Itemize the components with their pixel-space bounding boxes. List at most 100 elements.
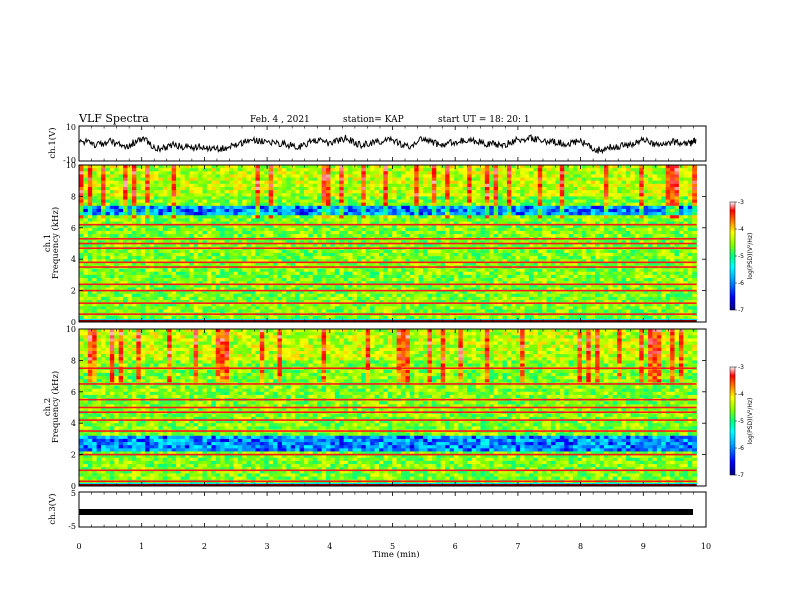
spectrogram-cell (484, 300, 490, 304)
spectrogram-cell (211, 193, 217, 197)
spectrogram-cell (206, 240, 212, 244)
spectrogram-cell (431, 177, 437, 182)
spectrogram-cell (387, 193, 393, 197)
spectrogram-cell (140, 230, 146, 235)
spectrogram-cell (423, 315, 428, 320)
spectrogram-cell (506, 309, 512, 313)
spectrogram-cell (489, 202, 495, 207)
spectrogram-cell (330, 240, 336, 244)
spectrogram-cell (255, 249, 261, 254)
spectrogram-cell (281, 215, 287, 219)
spectrogram-cell (453, 259, 459, 263)
spectrogram-cell (339, 300, 345, 304)
spectrogram-cell (259, 186, 265, 191)
spectrogram-cell (326, 249, 331, 254)
spectrogram-cell (502, 243, 508, 248)
spectrogram-cell (101, 262, 106, 266)
spectrogram-cell (489, 205, 495, 210)
spectrogram-cell (431, 165, 437, 169)
spectrogram-cell (493, 274, 499, 279)
spectrogram-cell (312, 271, 318, 276)
spectrogram-cell (321, 218, 327, 222)
spectrogram-cell (242, 212, 248, 216)
spectrogram-cell (131, 300, 137, 304)
spectrogram-cell (511, 284, 517, 288)
spectrogram-cell (506, 252, 512, 257)
spectrogram-cell (378, 212, 384, 216)
spectrogram-cell (401, 202, 406, 207)
spectrogram-cell (365, 262, 371, 266)
spectrogram-cell (467, 212, 473, 216)
spectrogram-cell (180, 199, 186, 204)
spectrogram-cell (348, 309, 353, 313)
spectrogram-cell (264, 215, 270, 219)
spectrogram-cell (105, 177, 111, 182)
spectrogram-cell (405, 193, 411, 197)
spectrogram-cell (123, 165, 128, 169)
spectrogram-cell (259, 208, 265, 213)
spectrogram-cell (286, 177, 292, 182)
spectrogram-cell (189, 262, 195, 266)
spectrogram-cell (109, 215, 115, 219)
spectrogram-cell (484, 262, 490, 266)
spectrogram-cell (489, 208, 495, 213)
spectrogram-cell (140, 190, 146, 194)
spectrogram-cell (167, 218, 173, 222)
spectrogram-cell (259, 205, 265, 210)
spectrogram-cell (467, 262, 473, 266)
spectrogram-cell (264, 165, 270, 169)
spectrogram-cell (352, 315, 358, 320)
spectrogram-cell (286, 183, 292, 188)
spectrogram-cell (493, 218, 499, 222)
spectrogram-cell (401, 271, 406, 276)
spectrogram-cell (273, 208, 278, 213)
spectrogram-cell (414, 234, 420, 238)
spectrogram-cell (401, 262, 406, 266)
spectrogram-cell (114, 212, 120, 216)
spectrogram-cell (193, 174, 199, 178)
spectrogram-cell (506, 243, 512, 248)
spectrogram-cell (365, 171, 371, 175)
spectrogram-cell (436, 215, 442, 219)
spectrogram-cell (295, 259, 300, 263)
spectrogram-cell (321, 180, 327, 185)
spectrogram-cell (228, 262, 234, 266)
spectrogram-cell (268, 174, 274, 178)
spectrogram-cell (264, 183, 270, 188)
spectrogram-cell (440, 212, 446, 216)
spectrogram-cell (387, 306, 393, 310)
spectrogram-cell (101, 224, 106, 229)
spectrogram-cell (484, 190, 490, 194)
spectrogram-cell (308, 300, 314, 304)
spectrogram-cell (105, 278, 111, 282)
spectrogram-cell (79, 281, 84, 285)
spectrogram-cell (79, 193, 84, 197)
spectrogram-cell (246, 300, 252, 304)
spectrogram-cell (506, 212, 512, 216)
spectrogram-cell (149, 287, 155, 291)
spectrogram-cell (489, 268, 495, 273)
spectrogram-cell (352, 293, 358, 298)
spectrogram-cell (109, 165, 115, 169)
spectrogram-cell (140, 165, 146, 169)
spectrogram-cell (193, 218, 199, 222)
spectrogram-cell (317, 278, 323, 282)
spectrogram-cell (348, 271, 353, 276)
spectrogram-cell (131, 306, 137, 310)
spectrogram-cell (312, 224, 318, 229)
spectrogram-cell (515, 224, 521, 229)
spectrogram-cell (162, 199, 168, 204)
spectrogram-cell (462, 196, 468, 200)
spectrogram-cell (277, 171, 283, 175)
spectrogram-cell (440, 278, 446, 282)
spectrogram-cell (211, 224, 217, 229)
spectrogram-cell (312, 259, 318, 263)
spectrogram-cell (409, 240, 415, 244)
spectrogram-cell (131, 259, 137, 263)
spectrogram-cell (453, 243, 459, 248)
spectrogram-cell (383, 315, 389, 320)
spectrogram-cell (264, 171, 270, 175)
spectrogram-cell (264, 221, 270, 226)
spectrogram-cell (167, 243, 173, 248)
spectrogram-cell (440, 256, 446, 260)
